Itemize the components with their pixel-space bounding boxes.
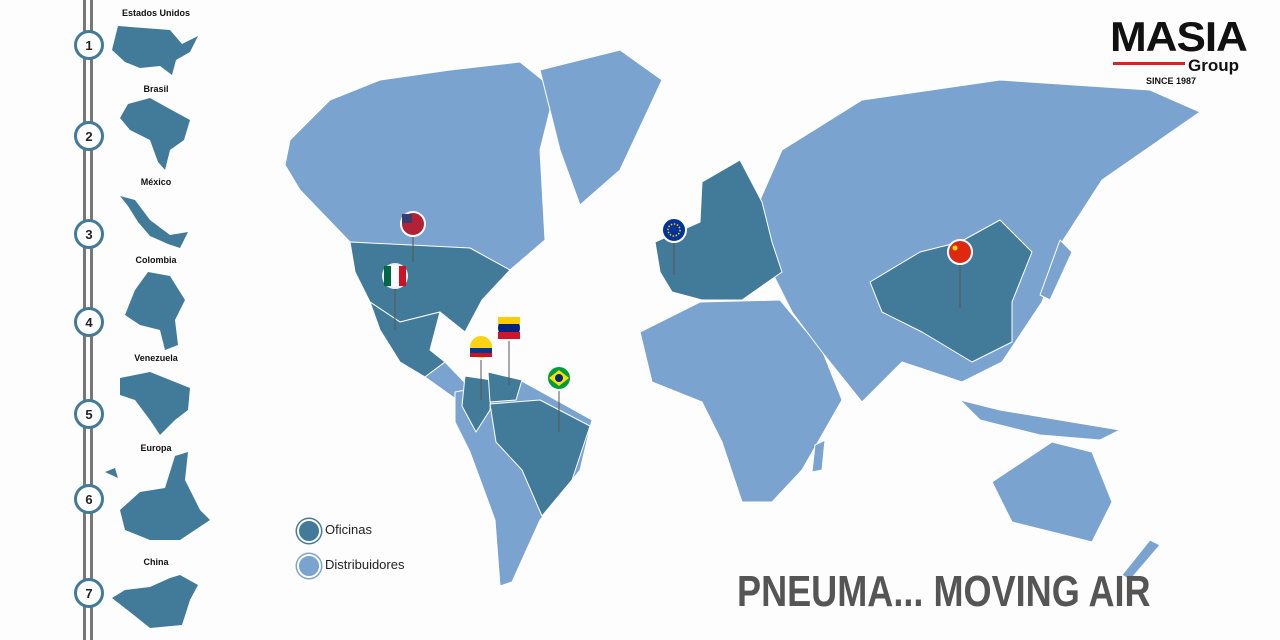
step-5-badge: 5 — [74, 399, 104, 429]
label-mexico: México — [140, 177, 172, 187]
tagline: PNEUMA... MOVING AIR — [737, 567, 1151, 616]
logo-red-bar — [1113, 62, 1185, 65]
logo-group: Group — [1188, 56, 1239, 75]
pin-china — [947, 239, 973, 308]
legend-distributors-label: Distribuidores — [325, 557, 405, 572]
pin-brazil — [546, 365, 572, 432]
region-venezuela — [487, 371, 523, 403]
label-brazil: Brasil — [143, 84, 169, 94]
china-silhouette — [112, 575, 198, 628]
region-brazil — [489, 399, 591, 517]
legend-offices-label: Oficinas — [325, 522, 372, 537]
region-china — [869, 219, 1033, 363]
europe-silhouette — [105, 452, 210, 540]
label-colombia: Colombia — [135, 255, 177, 265]
venezuela-silhouette — [120, 372, 190, 435]
step-3-badge: 3 — [74, 219, 104, 249]
pin-mexico — [382, 263, 408, 330]
step-2-badge: 2 — [74, 121, 104, 151]
step-number: 3 — [85, 226, 93, 242]
label-china: China — [143, 557, 169, 567]
region-new-zealand — [1121, 539, 1161, 581]
mexico-silhouette — [120, 196, 188, 248]
region-africa — [639, 299, 843, 503]
region-madagascar — [811, 439, 826, 473]
step-number: 2 — [85, 128, 93, 144]
region-greenland — [539, 49, 663, 206]
region-canada-alaska — [284, 61, 556, 271]
legend-distributors-swatch — [297, 554, 321, 578]
region-japan — [1039, 239, 1073, 301]
label-venezuela: Venezuela — [134, 353, 178, 363]
step-4-badge: 4 — [74, 307, 104, 337]
label-usa: Estados Unidos — [121, 8, 190, 18]
pin-venezuela — [496, 315, 522, 385]
colombia-silhouette — [125, 272, 185, 350]
label-europe: Europa — [140, 443, 172, 453]
usa-silhouette — [112, 26, 198, 75]
brazil-silhouette — [120, 98, 190, 170]
logo-since: SINCE 1987 — [1146, 76, 1197, 86]
step-1-badge: 1 — [74, 30, 104, 60]
logo-masia: MASIA — [1110, 13, 1248, 60]
step-6-badge: 6 — [74, 484, 104, 514]
pin-colombia — [468, 334, 494, 400]
step-number: 5 — [85, 406, 93, 422]
region-colombia — [461, 375, 493, 433]
step-number: 7 — [85, 585, 93, 601]
step-number: 1 — [85, 37, 93, 53]
region-europe — [654, 159, 783, 301]
pin-usa — [400, 211, 426, 262]
region-indonesia — [959, 399, 1121, 441]
region-australia — [991, 441, 1113, 543]
step-7-badge: 7 — [74, 578, 104, 608]
legend-offices-swatch — [297, 519, 321, 543]
pin-eu — [661, 217, 687, 275]
step-number: 6 — [85, 491, 93, 507]
map-pins — [382, 211, 973, 432]
step-number: 4 — [85, 314, 93, 330]
timeline-silhouettes — [105, 26, 210, 628]
